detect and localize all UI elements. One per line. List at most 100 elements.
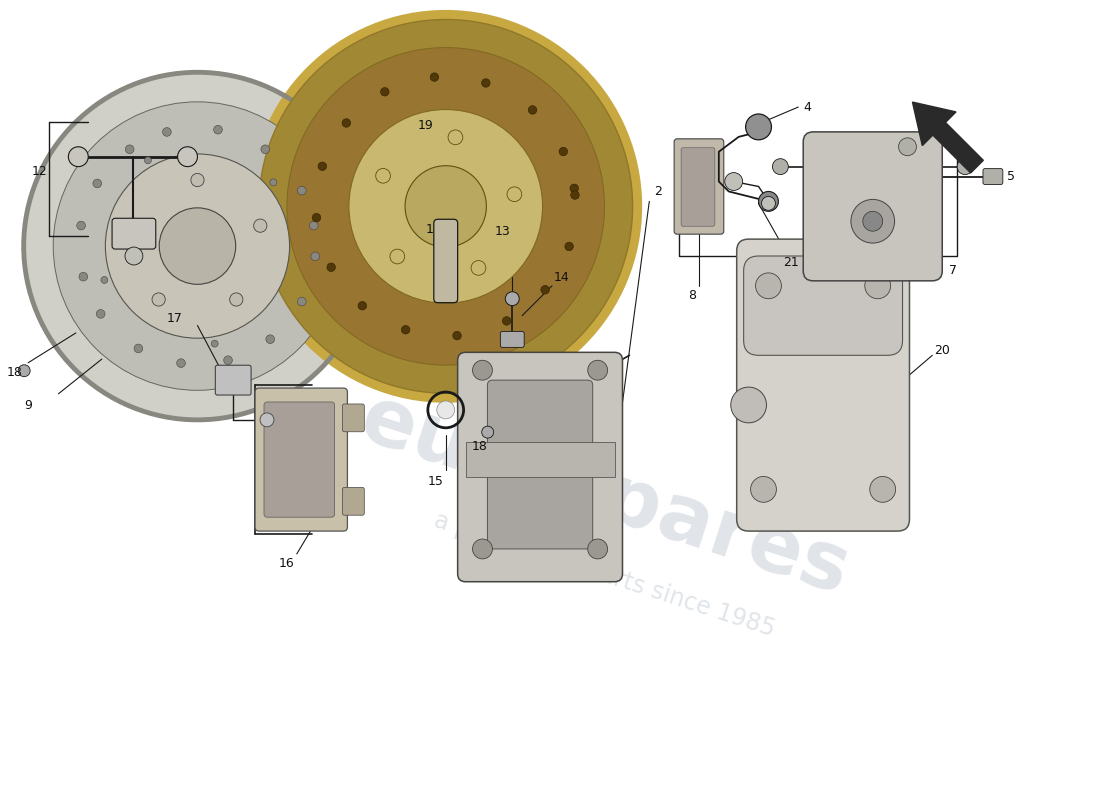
- Circle shape: [163, 127, 172, 136]
- Circle shape: [482, 78, 491, 87]
- FancyBboxPatch shape: [487, 380, 593, 549]
- Circle shape: [152, 293, 165, 306]
- Text: 1: 1: [426, 222, 433, 236]
- Circle shape: [177, 358, 186, 367]
- FancyBboxPatch shape: [744, 256, 902, 355]
- Circle shape: [503, 317, 510, 325]
- Text: 5: 5: [1006, 170, 1015, 183]
- Circle shape: [125, 145, 134, 154]
- Circle shape: [559, 147, 568, 156]
- Circle shape: [311, 252, 319, 261]
- Circle shape: [342, 118, 351, 127]
- Circle shape: [405, 166, 486, 247]
- Circle shape: [746, 114, 771, 140]
- Circle shape: [309, 222, 318, 230]
- Circle shape: [565, 242, 573, 250]
- Circle shape: [252, 13, 639, 400]
- Circle shape: [862, 211, 882, 231]
- Circle shape: [376, 169, 390, 183]
- Circle shape: [312, 214, 321, 222]
- Text: 7: 7: [949, 265, 957, 278]
- Circle shape: [761, 197, 776, 210]
- Circle shape: [587, 360, 607, 380]
- Circle shape: [125, 247, 143, 265]
- Circle shape: [402, 326, 410, 334]
- Circle shape: [482, 426, 494, 438]
- Circle shape: [507, 187, 521, 202]
- Circle shape: [448, 130, 463, 145]
- Circle shape: [270, 179, 277, 186]
- Circle shape: [213, 126, 222, 134]
- Text: 16: 16: [279, 558, 295, 570]
- Circle shape: [541, 286, 549, 294]
- Text: 13: 13: [495, 225, 510, 238]
- Circle shape: [106, 154, 289, 338]
- FancyBboxPatch shape: [803, 132, 943, 281]
- Circle shape: [19, 365, 30, 377]
- Circle shape: [870, 477, 895, 502]
- Circle shape: [260, 413, 274, 427]
- Circle shape: [750, 477, 777, 502]
- Circle shape: [865, 273, 891, 298]
- Circle shape: [471, 261, 486, 275]
- Text: eurospares: eurospares: [350, 379, 859, 611]
- FancyBboxPatch shape: [216, 366, 251, 395]
- Circle shape: [297, 298, 306, 306]
- Circle shape: [211, 340, 218, 347]
- Circle shape: [587, 539, 607, 559]
- Circle shape: [97, 310, 104, 318]
- Circle shape: [730, 387, 767, 423]
- Text: a passion for parts since 1985: a passion for parts since 1985: [431, 508, 778, 642]
- Text: 9: 9: [24, 399, 32, 413]
- FancyArrow shape: [913, 102, 983, 173]
- Circle shape: [570, 184, 579, 193]
- Text: 2: 2: [654, 185, 662, 198]
- Circle shape: [851, 199, 894, 243]
- Circle shape: [230, 293, 243, 306]
- FancyBboxPatch shape: [681, 148, 715, 226]
- Circle shape: [359, 302, 366, 310]
- Text: 21: 21: [783, 257, 800, 270]
- Circle shape: [266, 335, 275, 343]
- Circle shape: [349, 110, 542, 303]
- FancyBboxPatch shape: [264, 402, 334, 517]
- FancyBboxPatch shape: [342, 404, 364, 432]
- Circle shape: [437, 401, 454, 419]
- Text: 8: 8: [688, 290, 696, 302]
- Circle shape: [134, 344, 143, 353]
- Circle shape: [24, 72, 372, 420]
- Text: 12: 12: [32, 165, 47, 178]
- Circle shape: [79, 272, 88, 281]
- Circle shape: [68, 146, 88, 166]
- Circle shape: [144, 157, 152, 164]
- Circle shape: [756, 273, 781, 298]
- Circle shape: [318, 162, 327, 170]
- Text: 18: 18: [472, 439, 487, 453]
- FancyBboxPatch shape: [458, 352, 623, 582]
- Circle shape: [381, 87, 389, 96]
- FancyBboxPatch shape: [983, 169, 1003, 185]
- Circle shape: [571, 190, 580, 199]
- Circle shape: [92, 179, 101, 188]
- Circle shape: [772, 158, 789, 174]
- Circle shape: [53, 102, 342, 390]
- FancyBboxPatch shape: [255, 388, 348, 531]
- Text: 15: 15: [428, 475, 443, 488]
- FancyBboxPatch shape: [737, 239, 910, 531]
- Circle shape: [128, 219, 141, 232]
- Text: 4: 4: [803, 101, 811, 114]
- FancyBboxPatch shape: [342, 487, 364, 515]
- Circle shape: [725, 173, 742, 190]
- Circle shape: [957, 158, 974, 174]
- Circle shape: [430, 73, 439, 82]
- FancyBboxPatch shape: [112, 218, 156, 249]
- Circle shape: [101, 277, 108, 283]
- Text: 18: 18: [7, 366, 22, 379]
- Circle shape: [191, 174, 205, 186]
- FancyBboxPatch shape: [465, 442, 615, 478]
- FancyBboxPatch shape: [500, 331, 525, 347]
- Circle shape: [453, 331, 461, 340]
- Circle shape: [473, 360, 493, 380]
- Circle shape: [287, 47, 605, 365]
- Circle shape: [77, 222, 86, 230]
